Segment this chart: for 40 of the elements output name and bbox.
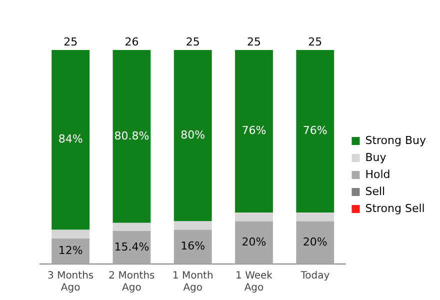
annotation: 25 — [186, 35, 200, 48]
legend-label: Buy — [365, 150, 387, 164]
legend-label: Strong Buy — [365, 134, 426, 147]
bar — [52, 50, 90, 230]
x-tick-label: 3 Months Ago — [48, 270, 94, 294]
bar — [296, 50, 334, 213]
bar — [235, 50, 273, 213]
annotation: 26 — [124, 35, 139, 48]
bar — [296, 221, 334, 264]
data-label: 15.4% — [114, 240, 150, 254]
bar — [235, 212, 273, 222]
bar — [112, 50, 151, 223]
bar — [112, 222, 151, 232]
data-label: 16% — [180, 240, 206, 253]
bar — [52, 230, 90, 238]
data-label: 80.8% — [114, 129, 150, 142]
data-label: 80% — [180, 128, 206, 142]
bar — [296, 212, 334, 222]
data-label: 76% — [302, 124, 328, 138]
x-tick-label: 2 Months Ago — [108, 270, 155, 294]
bar — [52, 238, 90, 264]
annotation: 25 — [308, 35, 322, 48]
bar — [174, 221, 212, 230]
bar — [174, 230, 212, 264]
annotation: 25 — [64, 35, 78, 48]
data-label: 12% — [58, 244, 83, 258]
data-label: 84% — [58, 132, 83, 146]
x-tick-label: Today — [300, 270, 330, 282]
bar — [235, 221, 273, 264]
bar — [112, 231, 151, 264]
annotation: 25 — [247, 35, 261, 48]
x-tick-label: 1 Month Ago — [172, 270, 214, 294]
data-label: 20% — [302, 235, 328, 248]
legend-label: Sell — [365, 184, 386, 198]
data-label: 76% — [242, 124, 266, 138]
data-label: 20% — [242, 235, 266, 248]
x-tick-label: 1 Week Ago — [236, 270, 273, 294]
bar — [174, 50, 212, 222]
legend-label: Hold — [365, 168, 390, 181]
legend-label: Strong Sell — [365, 202, 425, 215]
